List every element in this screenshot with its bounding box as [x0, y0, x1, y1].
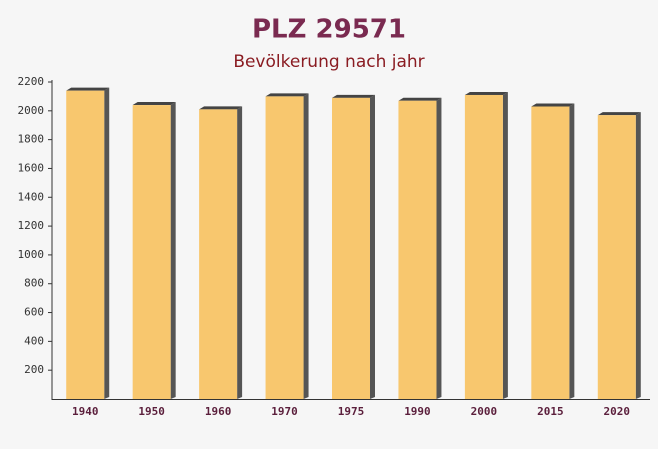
bar-top	[265, 93, 309, 97]
y-tick-label: 1600	[18, 161, 45, 174]
x-tick-label: 1975	[338, 405, 365, 418]
chart-title: PLZ 29571	[252, 15, 406, 45]
bar-side	[370, 94, 375, 399]
y-tick-label: 1000	[18, 248, 45, 261]
bar-side	[436, 97, 442, 400]
bar-top	[464, 91, 508, 95]
bar-top	[597, 112, 641, 116]
bar	[464, 94, 503, 399]
x-tick-label: 2020	[604, 405, 631, 418]
bar-top	[66, 87, 110, 91]
bar-side	[303, 93, 309, 399]
x-tick-label: 1960	[205, 405, 232, 418]
y-tick-label: 1200	[18, 219, 45, 232]
bar-top	[531, 103, 575, 107]
bar-top	[199, 106, 243, 110]
y-tick-label: 1800	[18, 133, 45, 146]
bar	[132, 105, 171, 400]
bar-side	[237, 106, 243, 400]
x-tick-label: 2015	[537, 405, 564, 418]
y-tick-label: 200	[24, 363, 44, 376]
bar-side	[502, 91, 508, 399]
bar	[199, 109, 238, 400]
y-tick-label: 2000	[18, 104, 45, 117]
bar-side	[635, 112, 641, 400]
bar-top	[132, 102, 176, 106]
bar	[597, 115, 636, 400]
bar	[265, 96, 304, 399]
x-tick-label: 1990	[404, 405, 431, 418]
x-tick-label: 2000	[471, 405, 498, 418]
bar-side	[170, 102, 176, 400]
bar-side	[569, 103, 575, 399]
x-tick-label: 1970	[271, 405, 298, 418]
bar	[531, 106, 570, 399]
bar	[66, 90, 105, 400]
chart-subtitle: Bevölkerung nach jahr	[233, 52, 424, 72]
bar-top	[398, 97, 442, 101]
bar-top	[332, 94, 375, 98]
y-tick-label: 2200	[18, 75, 45, 88]
y-tick-label: 1400	[18, 190, 45, 203]
y-tick-label: 600	[24, 306, 44, 319]
y-tick-label: 400	[24, 334, 44, 347]
bar-side	[104, 87, 110, 400]
y-tick-label: 800	[24, 277, 44, 290]
bar	[332, 97, 370, 399]
x-tick-label: 1940	[72, 405, 99, 418]
bar	[398, 100, 437, 400]
x-tick-label: 1950	[138, 405, 165, 418]
